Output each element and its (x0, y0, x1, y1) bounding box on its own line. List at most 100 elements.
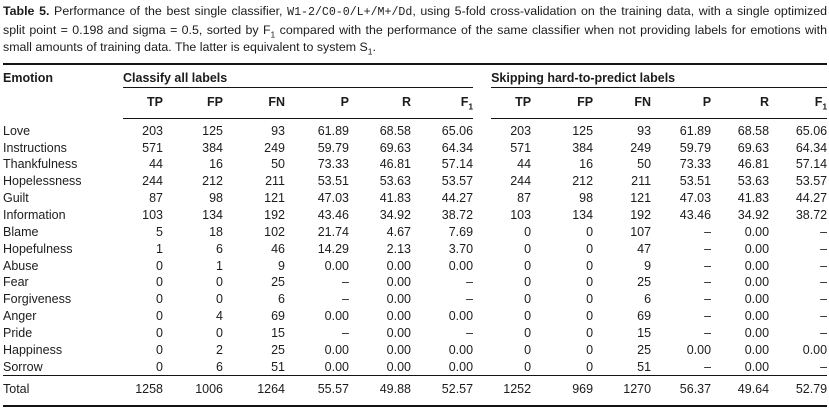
caption-segment-normal: . (372, 40, 376, 55)
group-header-classify-all: Classify all labels (123, 63, 474, 88)
cell-all-r: 69.63 (379, 140, 411, 155)
cell-all-p: 0.00 (324, 309, 349, 324)
emotion-cell: Thankfulness (3, 157, 78, 172)
cell-all-p: 0.00 (324, 359, 349, 374)
column-header-skip-p: P (651, 87, 712, 119)
cell-all-fn: 102 (264, 224, 285, 239)
cell-skip-tp: 0 (524, 309, 532, 324)
cell-skip-r: 0.00 (744, 359, 770, 374)
cell-all-tp: 5 (156, 224, 163, 239)
cell-all-f1: 44.27 (441, 191, 474, 206)
cell-skip-fn: 1270 (593, 375, 652, 407)
cell-all-fp: 1 (216, 258, 223, 273)
cell-skip-tp: 0 (524, 359, 532, 374)
caption-segment-bold: Table 5. (3, 4, 50, 18)
cell-all-r: 2.13 (386, 241, 411, 256)
column-header-all-fn: FN (223, 87, 285, 119)
cell-all-fp: 98 (209, 191, 223, 206)
group-gap-cell (473, 156, 491, 173)
table-row: Information 103 134 192 43.46 34.92 38.72 103 13… (3, 207, 827, 224)
cell-skip-fp: 134 (572, 208, 594, 222)
table-row: Happiness 0 2 25 0.00 0.00 0.00 0 0 25 0.00 0.00 0.0… (3, 342, 827, 359)
cell-all-r: 53.63 (379, 174, 411, 189)
cell-skip-p: 56.37 (651, 375, 712, 407)
cell-skip-fn: 25 (637, 342, 652, 357)
cell-skip-fn: 107 (630, 224, 652, 239)
cell-skip-f1: 57.14 (795, 157, 828, 172)
cell-all-fn: 51 (271, 359, 285, 374)
cell-all-r: 0.00 (386, 342, 411, 357)
cell-skip-fn: 51 (637, 359, 652, 374)
cell-all-fn: 121 (264, 191, 285, 206)
cell-all-fn: 69 (271, 309, 285, 324)
table-row: Hopelessness 244 212 211 53.51 53.63 53.57 244 2… (3, 173, 827, 190)
cell-all-p: 55.57 (285, 375, 349, 407)
cell-all-p: – (342, 275, 349, 290)
cell-skip-fp: 16 (579, 157, 594, 172)
group-gap-cell (473, 325, 491, 342)
cell-all-r: 41.83 (379, 191, 411, 206)
table-head: Emotion Classify all labels Skipping har… (3, 63, 828, 119)
emotion-cell: Guilt (3, 191, 29, 206)
cell-skip-p: – (704, 309, 712, 324)
cell-skip-p: 73.33 (679, 157, 712, 172)
emotion-cell: Hopefulness (3, 241, 73, 256)
emotion-cell: Pride (3, 325, 33, 340)
column-header-all-fp: FP (163, 87, 223, 119)
group-gap-cell (473, 291, 491, 308)
cell-skip-tp: 87 (517, 191, 532, 206)
cell-all-tp: 0 (156, 342, 163, 357)
cell-skip-fn: 47 (637, 241, 652, 256)
cell-skip-f1: 64.34 (795, 140, 828, 155)
cell-skip-tp: 571 (510, 140, 532, 155)
caption-segment-sub: 1 (270, 29, 276, 40)
cell-skip-r: 0.00 (744, 275, 770, 290)
caption-segment-sub: 1 (367, 46, 373, 57)
cell-all-tp: 244 (142, 174, 163, 189)
cell-skip-tp: 0 (524, 224, 532, 239)
cell-skip-tp: 44 (517, 157, 532, 172)
table-body: Love 203 125 93 61.89 68.58 65.06 203 125 93 61.89… (3, 118, 828, 407)
cell-skip-r: 0.00 (744, 224, 770, 239)
cell-skip-fn: 9 (644, 258, 652, 273)
cell-all-fn: 15 (271, 325, 285, 340)
cell-all-r: 0.00 (386, 309, 411, 324)
group-gap-cell (473, 359, 491, 376)
cell-skip-tp: 0 (524, 292, 532, 307)
cell-skip-r: 53.63 (737, 174, 770, 189)
caption-segment-normal: Performance of the best single classifie… (49, 4, 288, 18)
cell-skip-fp: 0 (586, 359, 594, 374)
cell-all-r: 46.81 (379, 157, 411, 172)
cell-all-p: 53.51 (317, 174, 349, 189)
cell-skip-r: 34.92 (737, 208, 770, 222)
results-table: Emotion Classify all labels Skipping har… (3, 62, 828, 408)
cell-skip-p: – (704, 275, 712, 290)
table-row: Thankfulness 44 16 50 73.33 46.81 57.14 44 16 50 7… (3, 156, 827, 173)
cell-all-fp: 0 (216, 275, 223, 290)
group-gap-cell (473, 241, 491, 258)
cell-skip-f1: 38.72 (795, 208, 828, 222)
cell-all-tp: 0 (156, 275, 163, 290)
cell-skip-fp: 0 (586, 258, 594, 273)
cell-skip-fp: 0 (586, 325, 594, 340)
cell-all-p: 0.00 (324, 258, 349, 273)
column-header-skip-f1: F1 (769, 87, 828, 119)
column-header-skip-tp: TP (491, 87, 532, 119)
cell-skip-tp: 0 (524, 241, 532, 256)
cell-all-f1: 57.14 (441, 157, 474, 172)
emotion-cell: Forgiveness (3, 292, 72, 307)
cell-skip-tp: 0 (524, 258, 532, 273)
cell-skip-r: 0.00 (744, 258, 770, 273)
cell-all-r: 0.00 (386, 292, 411, 307)
cell-skip-fp: 98 (579, 191, 594, 206)
cell-skip-f1: – (820, 359, 828, 374)
group-gap-cell (473, 173, 491, 190)
cell-skip-p: 61.89 (679, 123, 712, 138)
cell-all-fp: 16 (209, 157, 223, 172)
caption-segment-mono: W1-2/C0-0/L+/M+/Dd (287, 6, 413, 19)
group-gap-cell (473, 190, 491, 207)
cell-skip-f1: – (820, 309, 828, 324)
cell-all-fp: 1006 (163, 375, 223, 407)
cell-all-p: 0.00 (324, 342, 349, 357)
cell-all-fp: 2 (216, 342, 223, 357)
